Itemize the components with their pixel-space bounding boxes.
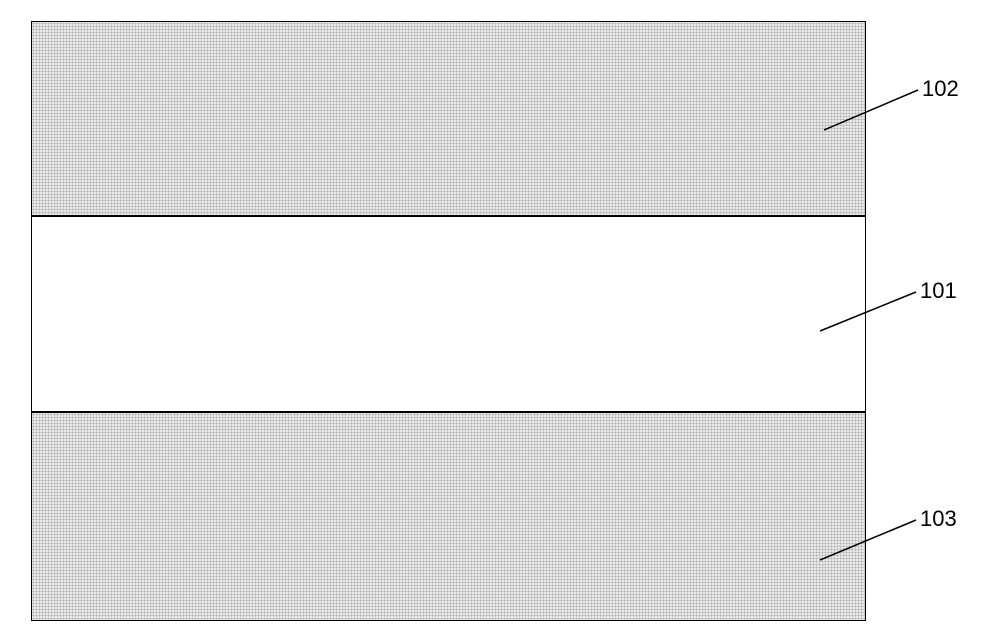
label-103: 103 — [920, 506, 957, 532]
layer-middle — [31, 216, 866, 412]
layer-bottom — [31, 412, 866, 621]
label-101: 101 — [920, 278, 957, 304]
label-102: 102 — [922, 76, 959, 102]
layer-top — [31, 21, 866, 216]
